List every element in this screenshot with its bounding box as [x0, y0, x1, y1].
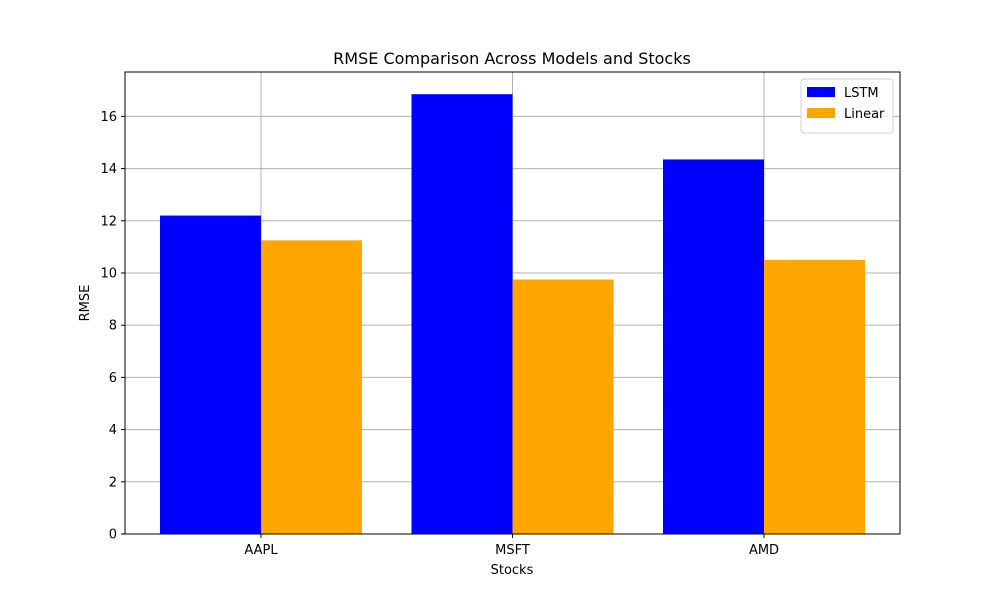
y-tick-label: 16 [100, 110, 117, 125]
x-axis-ticks: AAPL MSFT AMD [244, 534, 779, 558]
y-tick-label: 8 [109, 319, 117, 334]
bar-lstm-msft [411, 94, 513, 535]
legend: LSTM Linear [800, 78, 894, 134]
x-tick-label: AMD [749, 543, 779, 558]
y-axis-ticks: 0 2 4 6 8 10 12 14 16 [100, 110, 125, 543]
bar-lstm-aapl [160, 215, 261, 534]
y-axis-label: RMSE [78, 285, 93, 322]
x-tick-label: AAPL [244, 543, 278, 558]
y-tick-label: 0 [109, 528, 117, 543]
bar-linear-aapl [261, 240, 362, 534]
bar-lstm-amd [663, 159, 764, 534]
chart-title: RMSE Comparison Across Models and Stocks [333, 49, 691, 68]
bars [160, 94, 865, 535]
y-tick-label: 12 [100, 214, 117, 229]
y-tick-label: 10 [100, 266, 117, 281]
bar-linear-msft [512, 279, 614, 534]
y-tick-label: 2 [109, 475, 117, 490]
legend-label-linear: Linear [844, 107, 885, 122]
x-axis-label: Stocks [491, 563, 534, 578]
legend-label-lstm: LSTM [844, 86, 879, 101]
y-tick-label: 4 [109, 423, 117, 438]
y-tick-label: 6 [109, 371, 117, 386]
bar-linear-amd [764, 259, 865, 534]
legend-swatch-lstm [807, 87, 835, 97]
x-tick-label: MSFT [495, 543, 530, 558]
y-tick-label: 14 [100, 162, 117, 177]
legend-swatch-linear [807, 108, 835, 118]
